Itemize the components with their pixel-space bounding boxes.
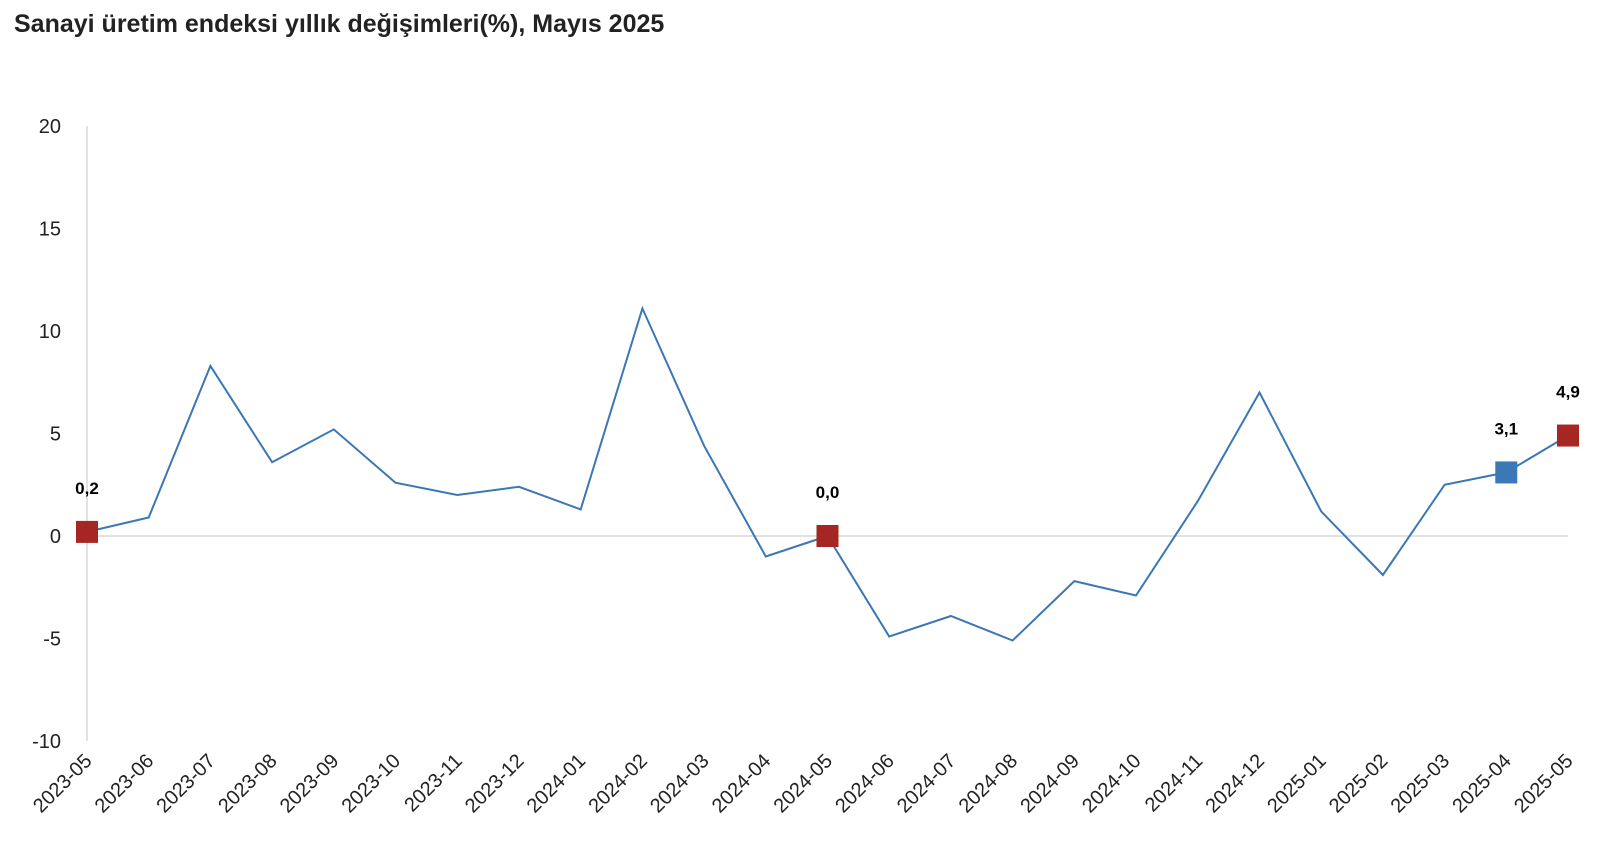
y-tick-label: 10 bbox=[39, 321, 61, 343]
x-tick-label: 2023-09 bbox=[276, 750, 343, 817]
data-label: 4,9 bbox=[1556, 383, 1580, 402]
x-tick-label: 2024-02 bbox=[584, 750, 651, 817]
y-tick-label: -10 bbox=[32, 731, 61, 753]
x-tick-label: 2024-12 bbox=[1202, 750, 1269, 817]
x-tick-label: 2023-12 bbox=[461, 750, 528, 817]
chart-title: Sanayi üretim endeksi yıllık değişimleri… bbox=[14, 10, 665, 38]
y-tick-label: 5 bbox=[50, 424, 61, 446]
series-line bbox=[86, 305, 1569, 642]
y-tick-label: 20 bbox=[39, 116, 61, 138]
highlight-marker bbox=[816, 525, 839, 547]
highlight-markers bbox=[76, 424, 1579, 547]
x-tick-label: 2024-04 bbox=[708, 750, 775, 817]
data-label: 0,0 bbox=[816, 483, 840, 502]
data-label: 3,1 bbox=[1494, 419, 1518, 438]
x-tick-label: 2023-10 bbox=[338, 750, 405, 817]
highlight-marker bbox=[1557, 424, 1579, 447]
y-tick-labels: 20 15 10 5 0 -5 -10 bbox=[32, 116, 61, 753]
highlight-marker bbox=[1495, 461, 1518, 484]
y-tick-label: 15 bbox=[39, 219, 61, 241]
x-tick-label: 2024-03 bbox=[646, 750, 713, 817]
x-tick-labels: 2023-052023-062023-072023-082023-092023-… bbox=[29, 750, 1577, 817]
x-tick-label: 2024-08 bbox=[955, 750, 1022, 817]
x-tick-label: 2024-11 bbox=[1141, 750, 1207, 816]
x-tick-label: 2023-07 bbox=[152, 750, 219, 817]
x-tick-label: 2024-07 bbox=[893, 750, 960, 817]
x-tick-label: 2024-01 bbox=[523, 750, 590, 817]
x-tick-label: 2024-05 bbox=[770, 750, 837, 817]
x-tick-label: 2023-05 bbox=[29, 750, 96, 817]
x-tick-label: 2025-01 bbox=[1263, 750, 1330, 817]
x-tick-label: 2025-04 bbox=[1448, 750, 1515, 817]
data-labels: 0,2 0,0 3,1 4,9 bbox=[75, 383, 1580, 502]
x-tick-label: 2025-02 bbox=[1325, 750, 1392, 817]
y-tick-label: 0 bbox=[50, 526, 61, 548]
highlight-marker bbox=[76, 520, 98, 543]
x-tick-label: 2023-08 bbox=[214, 750, 281, 817]
x-tick-label: 2024-10 bbox=[1078, 750, 1145, 817]
y-tick-label: -5 bbox=[43, 629, 61, 651]
x-tick-label: 2025-05 bbox=[1510, 750, 1577, 817]
x-tick-label: 2024-09 bbox=[1016, 750, 1083, 817]
x-tick-label: 2023-06 bbox=[91, 750, 158, 817]
x-tick-label: 2025-03 bbox=[1387, 750, 1454, 817]
data-label: 0,2 bbox=[75, 479, 99, 498]
x-tick-label: 2023-11 bbox=[400, 750, 466, 816]
x-tick-label: 2024-06 bbox=[831, 750, 898, 817]
